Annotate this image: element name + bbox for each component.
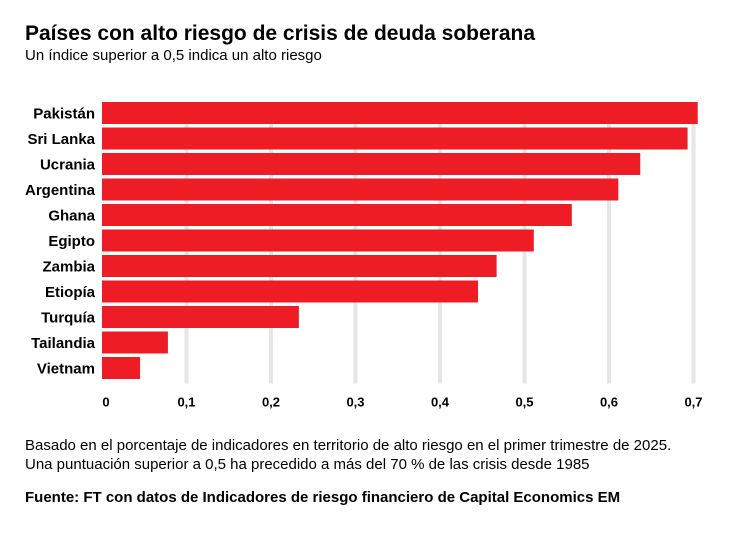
x-tick-label: 0,2 [262,395,280,410]
category-label: Tailandia [31,335,96,352]
footnote-line-2: Una puntuación superior a 0,5 ha precedi… [25,456,590,473]
category-label: Ghana [48,208,95,225]
category-label: Turquía [41,310,96,327]
x-tick-label: 0 [102,395,109,410]
x-tick-label: 0,7 [684,395,702,410]
x-tick-label: 0,3 [346,395,364,410]
category-label: Zambia [42,259,95,276]
source-note: Fuente: FT con datos de Indicadores de r… [25,489,621,506]
bar-turquía [102,306,299,328]
chart-title: Países con alto riesgo de crisis de deud… [25,22,536,45]
chart-subtitle: Un índice superior a 0,5 indica un alto … [25,47,322,64]
bar-zambia [102,255,497,277]
bar-chart: Pakistán Sri Lanka Ucrania Argentina Ghana Eg… [25,102,703,410]
bar-tailandia [102,331,168,354]
category-label: Pakistán [33,106,95,123]
category-label: Vietnam [37,361,95,378]
category-label: Etiopía [45,284,96,301]
bar-pakistán [102,102,698,124]
x-tick-label: 0,5 [515,395,533,410]
bar-ucrania [102,153,641,175]
bar-etiopía [102,280,479,303]
bar-ghana [102,204,572,226]
category-label: Argentina [25,182,96,199]
category-label: Sri Lanka [27,131,95,148]
category-label: Ucrania [40,157,96,174]
x-tick-label: 0,6 [600,395,618,410]
bar-vietnam [102,357,141,379]
x-tick-label: 0,4 [431,395,450,410]
bar-sri lanka [102,127,688,150]
footnote: Basado en el porcentaje de indicadores e… [25,436,671,474]
footnote-line-1: Basado en el porcentaje de indicadores e… [25,437,672,454]
x-tick-label: 0,1 [177,395,195,410]
bar-egipto [102,229,534,252]
bar-argentina [102,178,619,201]
category-label: Egipto [48,233,95,250]
